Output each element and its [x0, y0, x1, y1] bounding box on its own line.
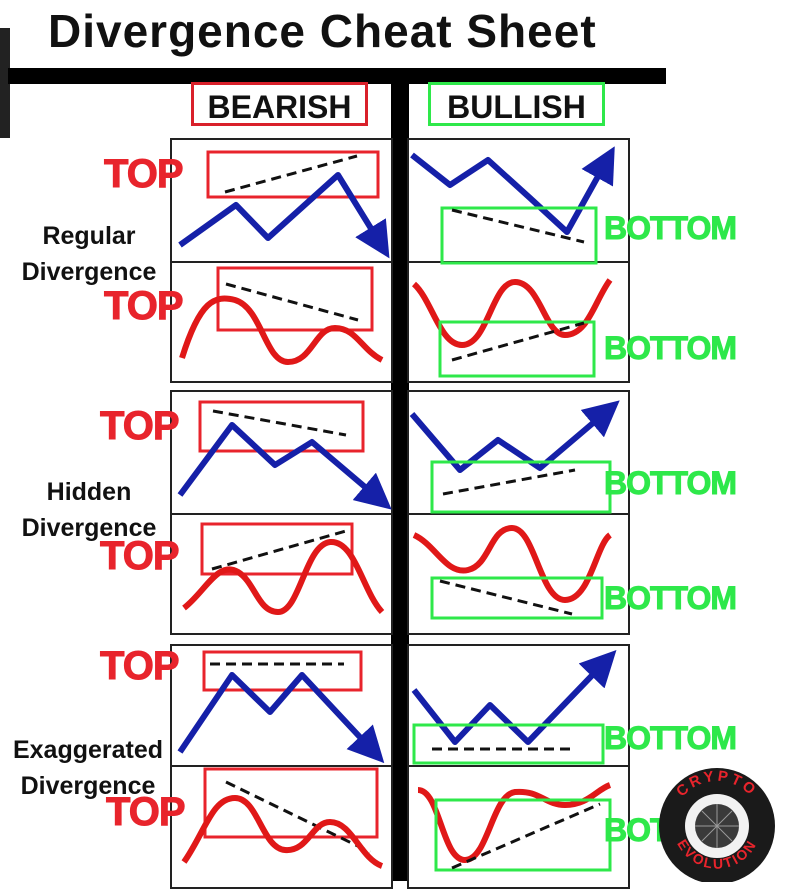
bearish-hidden-price-box [198, 400, 365, 453]
bearish-regular-price-line [178, 172, 390, 259]
bottom-label: BOTTOM [603, 210, 737, 247]
bullish-exaggerated-osc-trendline [451, 802, 601, 870]
center-divider [391, 76, 409, 881]
bearish-regular-osc-box [216, 266, 374, 332]
bullish-exaggerated-osc-wave [417, 782, 612, 864]
bullish-hidden-osc-box [430, 576, 604, 620]
bullish-exaggerated-osc-box [434, 798, 612, 872]
bottom-label: BOTTOM [603, 580, 737, 617]
bearish-exaggerated-price-line [177, 672, 385, 764]
bottom-label: BOTTOM [603, 465, 737, 502]
bullish-regular-price-trendline [451, 208, 585, 244]
bullish-regular-price-line [410, 146, 615, 235]
bearish-hidden-price-line [177, 422, 392, 510]
top-label: TOP [100, 644, 181, 689]
top-label: TOP [104, 284, 185, 329]
bearish-exaggerated-price-box [202, 650, 363, 692]
bearish-hidden-osc-box [200, 522, 354, 576]
bullish-hidden-price-line [409, 400, 620, 473]
row-label-hidden: Hidden Divergence [21, 478, 157, 542]
top-label: TOP [106, 790, 187, 835]
top-label: TOP [100, 404, 181, 449]
bullish-exaggerated-price-box [412, 723, 605, 765]
bullish-exaggerated-price-line [411, 650, 617, 745]
bearish-hidden-osc-trendline [211, 529, 347, 571]
bearish-regular-osc-trendline [225, 282, 359, 322]
page-title: Divergence Cheat Sheet [48, 5, 597, 57]
bearish-hidden-panel [170, 390, 393, 635]
bearish-exaggerated-osc-wave [181, 794, 384, 869]
bullish-regular-osc-wave [411, 278, 613, 349]
bearish-exaggerated-osc-trendline [225, 780, 371, 854]
bearish-header: BEARISH [191, 82, 368, 126]
bullish-hidden-price-trendline [442, 468, 576, 496]
bullish-regular-price-box [440, 206, 598, 265]
bullish-hidden-osc-wave [412, 524, 613, 604]
bullish-header: BULLISH [428, 82, 605, 126]
bullish-regular-osc-trendline [451, 321, 585, 362]
bullish-hidden-price-box [430, 460, 612, 514]
bearish-regular-price-trendline [224, 154, 358, 194]
bullish-hidden-osc-trendline [439, 579, 573, 616]
row-label-regular: Regular Divergence [21, 222, 157, 286]
bearish-regular-price-box [206, 150, 380, 199]
header-divider [8, 68, 666, 84]
bullish-regular-osc-box [438, 320, 596, 378]
bearish-hidden-price-trendline [212, 409, 347, 437]
bearish-regular-osc-wave [179, 295, 384, 366]
bottom-label: BOTTOM [603, 720, 737, 757]
crypto-evolution-logo: CRYPTO EVOLUTION [659, 768, 775, 882]
bearish-exaggerated-osc-box [203, 767, 379, 839]
left-edge-bar [0, 28, 10, 138]
row-label-exaggerated: Exaggerated Divergence [12, 736, 164, 800]
bottom-label: BOTTOM [603, 330, 737, 367]
top-label: TOP [104, 152, 185, 197]
top-label: TOP [100, 534, 181, 579]
bearish-hidden-osc-wave [182, 539, 385, 616]
